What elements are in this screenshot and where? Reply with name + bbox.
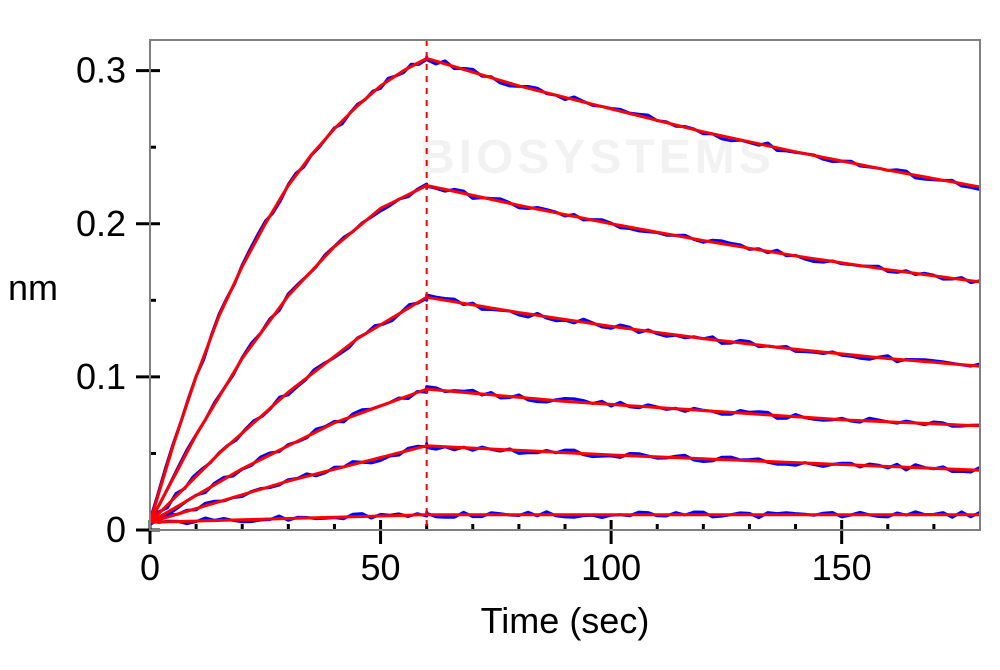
y-tick-label: 0.1 [76,356,126,397]
x-tick-label: 50 [361,547,401,588]
x-axis-label: Time (sec) [150,600,980,642]
y-tick-label: 0 [106,509,126,550]
chart-container: 00.10.20.3050100150 BIOSYSTEMS nm Time (… [0,0,1000,670]
y-tick-label: 0.3 [76,50,126,91]
x-tick-label: 150 [812,547,872,588]
y-axis-label: nm [8,267,58,309]
y-tick-label: 0.2 [76,203,126,244]
x-tick-label: 100 [581,547,641,588]
sensorgram-plot: 0 0.1 0.2 0.3 0 50 100 150 [0,0,1000,670]
x-tick-label: 0 [140,547,160,588]
